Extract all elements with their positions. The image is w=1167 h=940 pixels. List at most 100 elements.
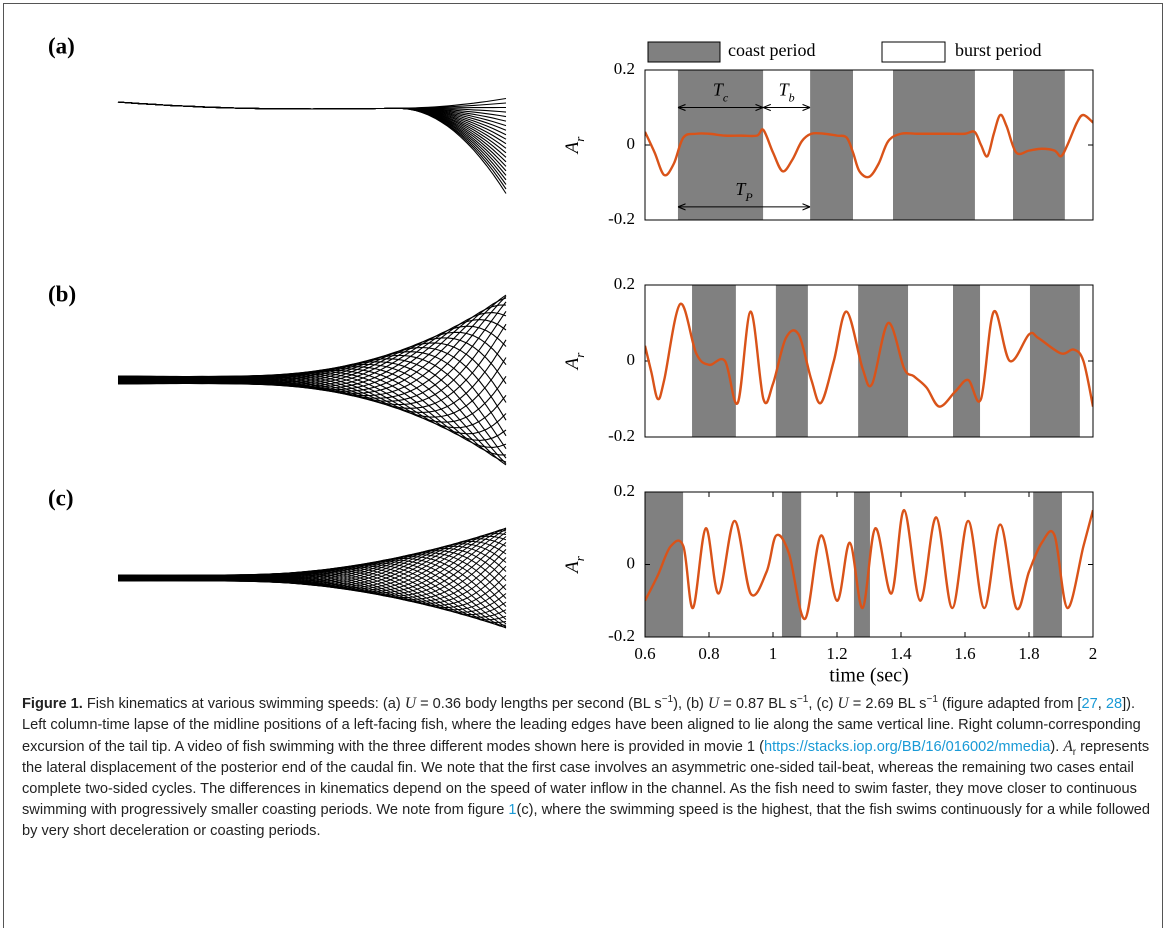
caption-text: Fish kinematics at various swimming spee… <box>82 696 405 712</box>
caption-text: ]). Left column-time lapse of the midlin… <box>22 696 1141 755</box>
panel-label: (c) <box>48 485 74 510</box>
y-axis-label-subscript: r <box>572 136 587 142</box>
fish-midline <box>117 559 507 625</box>
period-label: Tc <box>713 80 729 105</box>
coast-period <box>953 285 981 437</box>
figure: (a) (b) (c) -0.2 0 0.2 Ar coast period burst per… <box>48 33 1098 687</box>
tail-excursion-line <box>645 113 1093 179</box>
period-label-subscript: b <box>789 90 795 104</box>
legend-label: burst period <box>955 40 1041 60</box>
x-tick-label: 1 <box>769 644 778 663</box>
coast-period <box>645 492 684 637</box>
fish-midline <box>117 325 507 388</box>
caption-text: = 2.69 BL s <box>848 696 927 712</box>
coast-period <box>692 285 736 437</box>
caption-italic: U <box>707 695 720 712</box>
y-tick-label: 0.2 <box>614 274 635 293</box>
x-axis-label: time (sec) <box>829 665 908 687</box>
caption-italic: U <box>837 695 849 712</box>
legend-swatch <box>647 41 721 63</box>
caption-italic: U <box>404 695 417 712</box>
caption-text: ). <box>1050 739 1064 755</box>
y-tick-label: 0 <box>627 350 636 369</box>
fish-midline <box>117 562 507 629</box>
caption-text: ), (b) <box>673 696 708 712</box>
period-label-subscript: c <box>723 90 729 104</box>
fish-midline <box>117 373 507 429</box>
fish-midline <box>117 342 507 403</box>
axes-box <box>644 284 1094 438</box>
period-label-base: T <box>735 179 747 199</box>
caption-text: , (c) <box>808 696 838 712</box>
fish-midline <box>117 346 507 421</box>
fish-midline <box>117 531 507 597</box>
x-tick-label: 1.4 <box>890 644 912 663</box>
y-tick-label: 0 <box>627 553 636 572</box>
caption-text: (c), where the swimming speed is the hig… <box>22 802 1150 839</box>
caption-text: , <box>1097 696 1106 712</box>
caption-sub: r <box>1072 746 1077 758</box>
fish-midline <box>117 354 507 450</box>
coast-period <box>1013 70 1065 220</box>
coast-period <box>858 285 909 437</box>
x-tick-label: 0.8 <box>698 644 719 663</box>
coast-period <box>1033 492 1062 637</box>
figure-frame <box>3 3 1163 928</box>
coast-period <box>1029 285 1080 437</box>
period-label: Tb <box>779 80 795 105</box>
y-tick-label: 0.2 <box>614 481 635 500</box>
y-axis-label: Ar <box>562 352 587 372</box>
x-tick-label: 0.6 <box>634 644 655 663</box>
coast-period <box>893 70 975 220</box>
coast-period <box>775 285 808 437</box>
y-axis-label-base: A <box>562 561 583 575</box>
y-axis-label: Ar <box>562 136 587 156</box>
period-label-subscript: P <box>744 190 753 204</box>
x-tick-label: 1.8 <box>1018 644 1039 663</box>
caption-text: = 0.87 BL s <box>719 696 797 712</box>
caption-text: (figure adapted from [ <box>937 696 1082 712</box>
y-axis-label: Ar <box>562 555 587 575</box>
caption-text: represents the lateral displacement of t… <box>22 739 1150 818</box>
caption-sup: −1 <box>796 694 809 706</box>
panel-label: (a) <box>48 33 75 58</box>
x-tick-label: 2 <box>1089 644 1098 663</box>
caption-link[interactable]: 28 <box>1105 696 1123 712</box>
caption-bold: Figure 1. <box>22 696 83 712</box>
fish-midline <box>117 331 507 387</box>
y-tick-label: -0.2 <box>608 209 635 228</box>
coast-period <box>810 70 853 220</box>
caption-sup: −1 <box>926 694 938 706</box>
legend-label: coast period <box>728 40 815 60</box>
y-axis-label-subscript: r <box>572 352 587 358</box>
y-tick-label: 0 <box>627 134 636 153</box>
x-tick-label: 1.2 <box>826 644 847 663</box>
y-axis-label-subscript: r <box>572 555 587 561</box>
caption-text: = 0.36 body lengths per second (BL s <box>416 696 662 712</box>
caption-italic: A <box>1063 738 1073 755</box>
fish-midline <box>117 101 507 194</box>
period-label: TP <box>735 179 753 204</box>
period-label-base: T <box>779 80 791 100</box>
figure-caption: Figure 1. Fish kinematics at various swi… <box>22 693 1150 842</box>
fish-midline <box>117 372 507 435</box>
caption-link[interactable]: 27 <box>1081 696 1098 712</box>
tail-excursion-line <box>645 302 1093 408</box>
y-tick-label: -0.2 <box>608 426 635 445</box>
caption-link[interactable]: https://stacks.iop.org/BB/16/016002/mmed… <box>763 739 1051 755</box>
coast-period <box>853 492 870 637</box>
fish-midline <box>117 310 507 406</box>
axes-box <box>644 69 1094 221</box>
y-tick-label: -0.2 <box>608 626 635 645</box>
y-axis-label-base: A <box>562 141 583 155</box>
coast-period <box>677 70 764 220</box>
panel-label: (b) <box>48 281 76 306</box>
y-tick-label: 0.2 <box>614 59 635 78</box>
period-label-base: T <box>713 80 725 100</box>
x-tick-label: 1.6 <box>954 644 975 663</box>
tail-excursion-line <box>645 508 1093 621</box>
fish-midline <box>117 337 507 387</box>
legend-swatch <box>881 41 946 63</box>
caption-link[interactable]: 1 <box>508 802 517 818</box>
